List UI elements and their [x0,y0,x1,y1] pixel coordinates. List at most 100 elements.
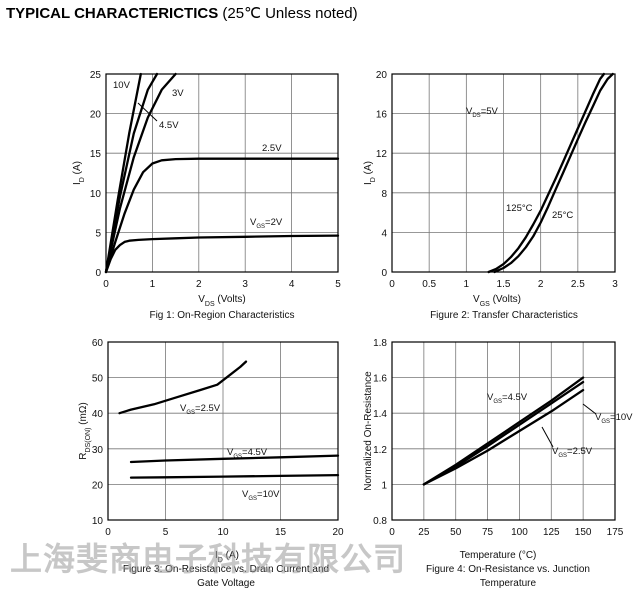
curve-label: VGS=2V [250,217,283,230]
x-tick-label: 2 [196,279,202,290]
y-tick-label: 10 [92,516,104,527]
y-tick-label: 1.4 [373,409,387,420]
x-tick-label: 5 [163,527,169,538]
series-line [104,234,340,274]
x-tick-label: 20 [332,527,344,538]
x-tick-label: 25 [418,527,430,538]
figure-caption: Gate Voltage [197,578,255,589]
x-tick-label: 2 [538,279,544,290]
x-tick-label: 1 [464,279,470,290]
curve-label: 2.5V [262,143,282,154]
x-tick-label: 0 [103,279,109,290]
x-tick-label: 125 [543,527,560,538]
x-axis-label: VGS (Volts) [473,294,521,308]
series-line [422,376,585,486]
y-tick-label: 30 [92,445,104,456]
curve-label: 10V [113,80,131,91]
y-tick-label: 4 [381,228,387,239]
series-line [493,72,614,274]
curve-label: VDS=5V [466,106,499,119]
x-tick-label: 10 [217,527,229,538]
x-tick-label: 0.5 [422,279,436,290]
series-line [118,360,248,415]
x-tick-label: 175 [607,527,624,538]
curve-label: VGS=10V [595,412,633,425]
y-tick-label: 1.6 [373,374,387,385]
x-tick-label: 150 [575,527,592,538]
y-tick-label: 5 [95,228,101,239]
y-tick-label: 60 [92,338,104,349]
series-line [104,72,142,274]
x-axis-label: VDS (Volts) [198,294,246,308]
x-tick-label: 1.5 [497,279,511,290]
figure-caption: Fig 1: On-Region Characteristics [149,310,294,321]
heading-title: TYPICAL CHARACTERICTICS [6,5,219,22]
series-line [129,454,340,464]
y-tick-label: 40 [92,409,104,420]
curve-label: VGS=2.5V [180,403,221,416]
y-tick-label: 16 [376,110,388,121]
x-tick-label: 3 [242,279,248,290]
curve-label: 3V [172,88,184,99]
figure-caption: Figure 3: On-Resistance vs. Drain Curren… [123,564,329,575]
x-tick-label: 1 [150,279,156,290]
x-tick-label: 0 [389,527,395,538]
curve-label: VGS=4.5V [227,447,268,460]
y-axis-label: Normalized On-Resistance [363,371,374,491]
y-tick-label: 12 [376,149,388,160]
x-tick-label: 0 [105,527,111,538]
series-line [422,380,585,486]
plot-frame [107,341,339,521]
series-line [422,388,585,486]
y-tick-label: 8 [381,189,387,200]
y-tick-label: 20 [376,70,388,81]
x-tick-label: 2.5 [571,279,585,290]
label-pointer [541,426,554,448]
x-axis-label: ID (A) [215,550,239,564]
x-axis-label: Temperature (°C) [460,550,537,561]
y-axis-label: ID (A) [72,161,86,185]
y-tick-label: 1.8 [373,338,387,349]
series-line [129,473,340,479]
page-heading: TYPICAL CHARACTERICTICS (25℃ Unless note… [6,4,358,22]
y-tick-label: 15 [90,149,102,160]
figure-caption: Figure 2: Transfer Characteristics [430,310,578,321]
curve-label: 25°C [552,210,573,221]
y-tick-label: 0 [95,268,101,279]
label-pointer [582,403,597,415]
curve-label: VGS=4.5V [487,392,528,405]
series-line [104,157,340,274]
y-axis-label: RDS(ON) (mΩ) [78,402,92,459]
curve-label: 125°C [506,203,533,214]
figure-caption: Figure 4: On-Resistance vs. Junction [426,564,590,575]
y-axis-label: ID (A) [363,161,377,185]
curve-label: 4.5V [159,120,179,131]
curve-label: VGS=2.5V [552,446,593,459]
heading-note: (25℃ Unless noted) [222,5,358,22]
y-tick-label: 1.2 [373,445,387,456]
plot-frame [105,73,339,273]
y-tick-label: 0.8 [373,516,387,527]
x-tick-label: 0 [389,279,395,290]
series-line [487,72,606,274]
y-tick-label: 1 [381,480,387,491]
x-tick-label: 5 [335,279,341,290]
figure-caption: Temperature [480,578,537,589]
x-tick-label: 3 [612,279,618,290]
x-tick-label: 4 [289,279,295,290]
plot-frame [391,341,616,521]
plot-frame [391,73,616,273]
x-tick-label: 50 [450,527,462,538]
y-tick-label: 20 [90,110,102,121]
curve-label: VGS=10V [242,489,280,502]
y-tick-label: 20 [92,480,104,491]
x-tick-label: 75 [482,527,494,538]
series-line [104,72,177,274]
y-tick-label: 50 [92,374,104,385]
y-tick-label: 10 [90,189,102,200]
y-tick-label: 0 [381,268,387,279]
